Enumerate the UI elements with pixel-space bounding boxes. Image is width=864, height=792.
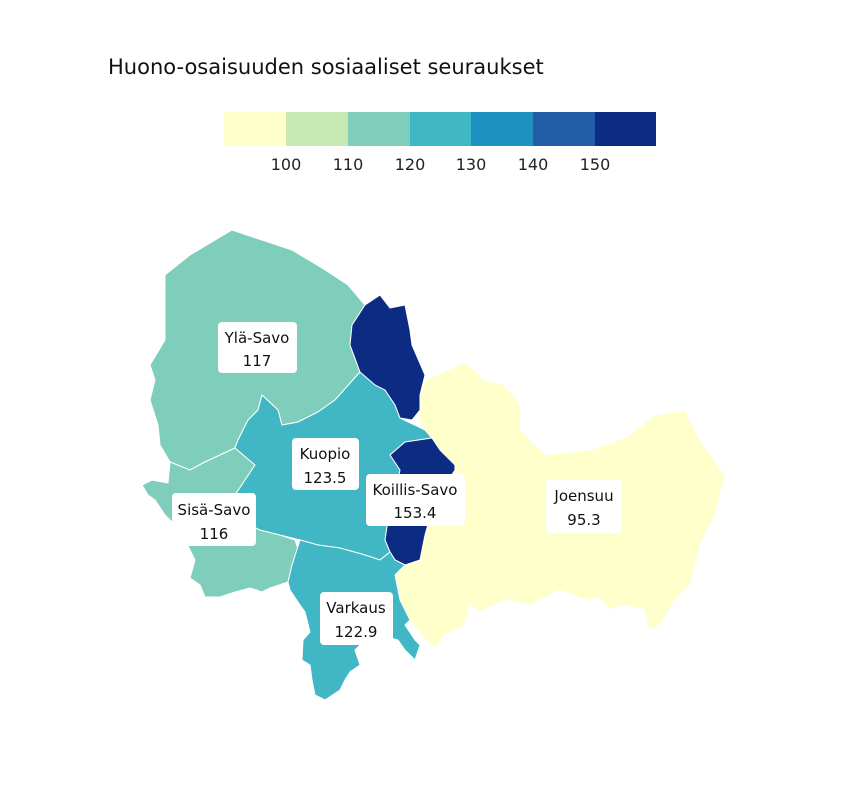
color-legend: 100 110 120 130 140 150 xyxy=(224,112,656,174)
label-kuopio: Kuopio 123.5 xyxy=(292,438,359,490)
label-varkaus: Varkaus 122.9 xyxy=(320,592,393,645)
label-sisa-savo: Sisä-Savo 116 xyxy=(172,493,256,546)
label-joensuu: Joensuu 95.3 xyxy=(546,480,622,533)
label-name: Kuopio xyxy=(300,445,351,463)
legend-swatch-2 xyxy=(348,112,410,146)
label-box xyxy=(366,474,465,526)
legend-swatch-4 xyxy=(471,112,533,146)
label-value: 122.9 xyxy=(335,623,378,641)
legend-swatch-5 xyxy=(533,112,595,146)
label-box xyxy=(546,480,622,533)
label-box xyxy=(172,493,256,546)
label-koillis-savo: Koillis-Savo 153.4 xyxy=(366,474,465,526)
region-labels: Ylä-Savo 117 Kuopio 123.5 Koillis-Savo 1… xyxy=(172,322,622,645)
label-name: Joensuu xyxy=(553,487,613,505)
legend-tick-110: 110 xyxy=(333,155,364,174)
label-box xyxy=(320,592,393,645)
legend-swatch-0 xyxy=(224,112,286,146)
label-name: Varkaus xyxy=(326,599,386,617)
label-box xyxy=(292,438,359,490)
label-value: 123.5 xyxy=(304,469,347,487)
legend-tick-130: 130 xyxy=(456,155,487,174)
map-title: Huono-osaisuuden sosiaaliset seuraukset xyxy=(108,55,544,79)
label-value: 117 xyxy=(243,352,272,370)
label-name: Ylä-Savo xyxy=(224,329,290,347)
legend-tick-150: 150 xyxy=(580,155,611,174)
legend-swatch-3 xyxy=(410,112,471,146)
legend-swatch-1 xyxy=(286,112,348,146)
legend-tick-120: 120 xyxy=(395,155,426,174)
legend-swatch-6 xyxy=(595,112,656,146)
regions xyxy=(141,229,726,701)
label-yla-savo: Ylä-Savo 117 xyxy=(218,322,297,373)
legend-tick-140: 140 xyxy=(518,155,549,174)
label-value: 95.3 xyxy=(567,511,600,529)
region-koillis-savo-north[interactable] xyxy=(349,294,426,421)
label-value: 153.4 xyxy=(394,504,437,522)
label-name: Sisä-Savo xyxy=(178,501,251,519)
legend-tick-100: 100 xyxy=(271,155,302,174)
label-box xyxy=(218,322,297,373)
label-value: 116 xyxy=(200,525,229,543)
label-name: Koillis-Savo xyxy=(373,481,458,499)
